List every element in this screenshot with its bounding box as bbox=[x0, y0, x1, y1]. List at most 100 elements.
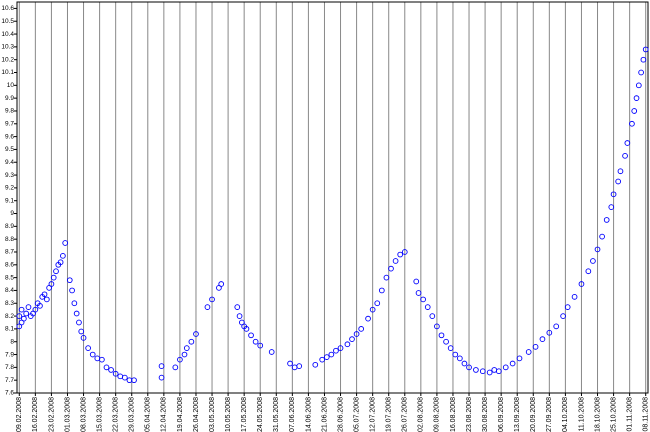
point bbox=[397, 251, 404, 258]
point bbox=[296, 363, 303, 369]
point bbox=[158, 374, 165, 381]
point bbox=[392, 258, 399, 264]
point bbox=[333, 347, 339, 354]
x-tick-label: 27.09.2008 bbox=[546, 397, 553, 432]
point bbox=[429, 313, 436, 319]
point bbox=[532, 343, 539, 350]
point bbox=[204, 304, 211, 310]
point bbox=[78, 328, 85, 335]
y-tick-label: 8.8 bbox=[5, 236, 14, 243]
y-tick-label: 7.8 bbox=[5, 364, 14, 371]
point bbox=[32, 306, 39, 313]
point bbox=[243, 326, 250, 332]
point bbox=[509, 360, 516, 367]
y-tick-label: 9.8 bbox=[5, 108, 14, 115]
point bbox=[638, 69, 644, 76]
point bbox=[452, 351, 459, 358]
point bbox=[633, 95, 640, 101]
point bbox=[456, 355, 463, 362]
x-tick-label: 08.11.2008 bbox=[643, 397, 650, 432]
y-tick-label: 10 bbox=[7, 82, 15, 89]
point bbox=[642, 46, 649, 53]
x-tick-label: 26.04.2008 bbox=[193, 397, 200, 432]
x-tick-label: 06.09.2008 bbox=[498, 397, 505, 432]
point bbox=[617, 168, 624, 175]
point bbox=[337, 345, 344, 351]
point bbox=[43, 296, 50, 303]
point bbox=[525, 349, 532, 355]
point bbox=[539, 336, 546, 343]
x-tick-label: 25.10.2008 bbox=[610, 397, 617, 432]
y-tick-label: 8.3 bbox=[5, 300, 14, 307]
point bbox=[112, 370, 119, 377]
x-tick-label: 07.06.2008 bbox=[289, 397, 296, 432]
point bbox=[209, 296, 215, 303]
point bbox=[234, 304, 241, 310]
point bbox=[73, 310, 80, 317]
point bbox=[23, 310, 30, 317]
point bbox=[328, 351, 335, 358]
y-tick-label: 9.5 bbox=[5, 146, 14, 153]
y-tick-label: 10.1 bbox=[1, 69, 14, 76]
y-tick-label: 9.1 bbox=[5, 197, 14, 204]
point bbox=[188, 338, 195, 345]
x-tick-label: 23.02.2008 bbox=[48, 397, 55, 432]
point bbox=[486, 369, 493, 376]
y-tick-label: 8.5 bbox=[5, 274, 14, 281]
x-tick-label: 17.05.2008 bbox=[241, 397, 248, 432]
point bbox=[594, 246, 601, 253]
point bbox=[18, 306, 25, 313]
point bbox=[516, 355, 523, 362]
point bbox=[401, 249, 408, 255]
y-tick-label: 10.3 bbox=[1, 44, 14, 51]
point bbox=[50, 274, 57, 281]
point bbox=[438, 332, 445, 339]
point bbox=[434, 323, 440, 330]
y-tick-label: 9 bbox=[10, 210, 14, 217]
point bbox=[473, 367, 479, 373]
point bbox=[640, 56, 647, 63]
y-tick-label: 9.3 bbox=[5, 172, 14, 179]
y-tick-label: 7.9 bbox=[5, 351, 14, 358]
y-tick-label: 10.5 bbox=[1, 18, 14, 25]
x-tick-label: 16.08.2008 bbox=[450, 397, 457, 432]
x-tick-label: 13.09.2008 bbox=[514, 397, 521, 432]
x-tick-label: 03.05.2008 bbox=[209, 397, 216, 432]
point bbox=[183, 345, 190, 351]
point bbox=[590, 258, 596, 264]
point bbox=[287, 360, 293, 367]
point bbox=[388, 265, 394, 272]
point bbox=[496, 368, 502, 375]
point bbox=[479, 368, 486, 375]
x-tick-label: 11.10.2008 bbox=[578, 397, 585, 432]
x-tick-label: 19.07.2008 bbox=[386, 397, 393, 432]
point bbox=[349, 336, 355, 343]
point bbox=[383, 274, 390, 281]
y-tick-label: 8.1 bbox=[5, 326, 14, 333]
point bbox=[443, 338, 449, 345]
y-tick-label: 8 bbox=[10, 338, 14, 345]
point bbox=[16, 313, 23, 319]
point bbox=[312, 361, 319, 368]
point bbox=[622, 152, 628, 159]
point bbox=[177, 356, 183, 363]
y-tick-label: 8.2 bbox=[5, 313, 14, 320]
point bbox=[25, 304, 32, 310]
x-tick-label: 12.04.2008 bbox=[161, 397, 168, 432]
y-tick-label: 10.4 bbox=[1, 31, 14, 38]
point bbox=[571, 294, 578, 300]
point bbox=[599, 233, 605, 240]
point bbox=[62, 240, 69, 246]
point bbox=[181, 351, 188, 358]
point bbox=[108, 367, 114, 373]
point bbox=[80, 335, 87, 341]
x-tick-label: 29.03.2008 bbox=[129, 397, 136, 432]
y-tick-label: 9.2 bbox=[5, 185, 14, 192]
y-tick-label: 8.9 bbox=[5, 223, 14, 230]
point bbox=[365, 315, 371, 322]
x-tick-label: 21.06.2008 bbox=[321, 397, 328, 432]
y-tick-label: 9.7 bbox=[5, 121, 14, 128]
point bbox=[71, 300, 78, 307]
point bbox=[358, 326, 365, 332]
